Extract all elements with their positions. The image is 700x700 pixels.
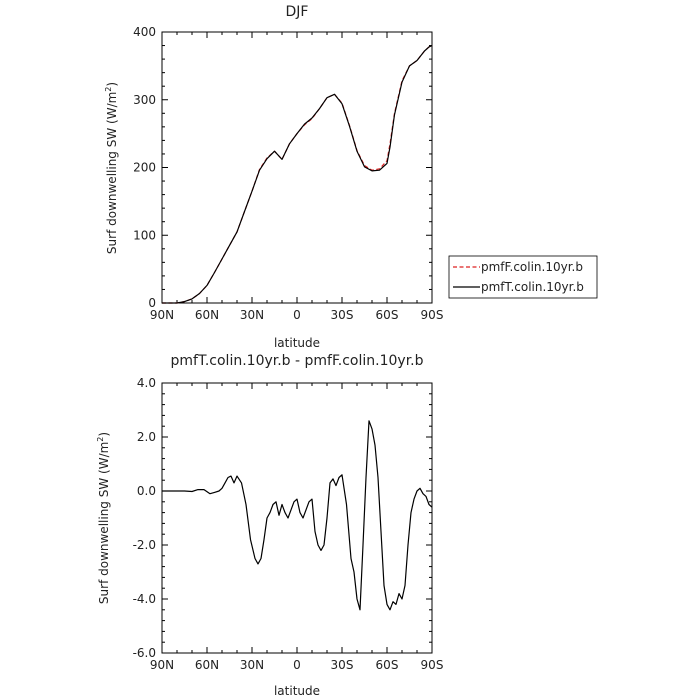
y-tick-label: -6.0 [133,646,156,660]
chart-1-title: DJF [286,4,309,20]
plot-frame [161,382,433,654]
chart-2-plot-area [162,420,433,611]
chart-1-ylabel: Surf downwelling SW (W/m2) [104,82,119,254]
chart-1-plot-area [162,45,433,304]
x-tick-label: 60S [376,308,399,322]
chart-1-axes: 90N 60N 30N 0 30S 60S 90S 0 100 200 300 400 [133,25,443,322]
x-tick-label: 90S [421,308,444,322]
y-tick-label: 100 [133,228,156,242]
x-tick-label: 60S [376,658,399,672]
y-tick-label: 300 [133,93,156,107]
x-tick-label: 30S [331,308,354,322]
series-line-pmfT [162,45,433,304]
chart-2-ylabel: Surf downwelling SW (W/m2) [96,432,111,604]
chart-2-xlabel: latitude [274,684,320,698]
chart-2-axes: 90N 60N 30N 0 30S 60S 90S -6.0 -4.0 -2.0 0.0 2.0 4.0 [133,376,444,672]
y-tick-label: 4.0 [137,376,156,390]
y-tick-label: 0 [148,296,156,310]
y-tick-label: 200 [133,161,156,175]
x-tick-label: 90S [421,658,444,672]
chart-1-legend: pmfF.colin.10yr.b pmfT.colin.10yr.b [448,255,598,299]
x-tick-label: 30S [331,658,354,672]
x-tick-label: 30N [240,308,264,322]
legend-label-pmfT: pmfT.colin.10yr.b [481,280,584,294]
series-line-pmfF [162,45,433,304]
x-tick-label: 60N [195,308,219,322]
y-tick-label: -4.0 [133,592,156,606]
y-tick-label: -2.0 [133,538,156,552]
series-line-pmfT-diff [162,420,433,611]
plot-frame [161,31,433,304]
chart-2-title: pmfT.colin.10yr.b - pmfF.colin.10yr.b [171,353,424,369]
y-tick-label: 0.0 [137,484,156,498]
x-tick-label: 90N [150,658,174,672]
legend-label-pmfF: pmfF.colin.10yr.b [481,260,583,274]
y-tick-label: 2.0 [137,430,156,444]
chart-1-xlabel: latitude [274,336,320,350]
x-tick-label: 0 [293,308,301,322]
x-tick-label: 30N [240,658,264,672]
x-tick-label: 60N [195,658,219,672]
y-tick-label: 400 [133,25,156,39]
x-tick-label: 90N [150,308,174,322]
x-tick-label: 0 [293,658,301,672]
